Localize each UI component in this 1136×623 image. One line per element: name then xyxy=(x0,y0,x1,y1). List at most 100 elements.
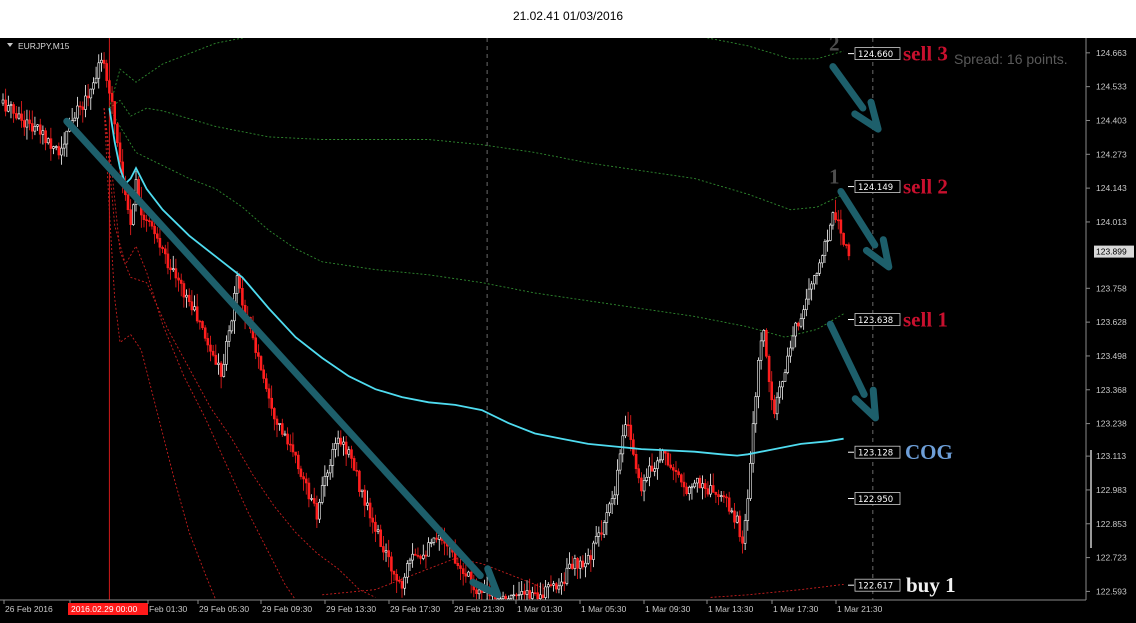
candle-body xyxy=(25,119,29,128)
candle-body xyxy=(92,82,95,90)
candle-body xyxy=(738,515,742,538)
candle-body xyxy=(589,555,593,560)
candle-body xyxy=(416,555,420,557)
level-annotation-sell: sell 2 xyxy=(903,175,948,199)
candle-body xyxy=(711,485,715,493)
candle-body xyxy=(267,388,271,399)
candle-body xyxy=(515,594,518,597)
candle-body xyxy=(799,318,803,327)
candle-body xyxy=(733,510,736,523)
candle-body xyxy=(22,120,26,128)
candle-body xyxy=(33,126,37,132)
candle-body xyxy=(810,283,813,290)
price-chart[interactable]: 124.660 sell 3 2 124.149 sell 2 1 123.638 sell … xyxy=(0,38,1136,623)
candle-body xyxy=(328,464,332,474)
candle-body xyxy=(815,272,819,276)
upper-band-line xyxy=(109,107,844,338)
candle-body xyxy=(182,283,186,298)
y-tick-label: 123.238 xyxy=(1096,419,1127,429)
trend-arrow-head xyxy=(851,386,879,422)
candle-body xyxy=(554,583,558,590)
candle-body xyxy=(368,502,372,519)
candle-body xyxy=(427,542,430,557)
candle-body xyxy=(754,396,758,425)
candle-body xyxy=(594,535,598,544)
level-marker-number: 1 xyxy=(829,165,840,189)
candle-body xyxy=(592,542,595,560)
cog-line-layer xyxy=(108,108,844,457)
candle-body xyxy=(76,105,79,119)
x-tick-label: 1 Mar 09:30 xyxy=(645,604,691,614)
candle-body xyxy=(219,362,223,377)
candle-body xyxy=(725,496,728,499)
candle-body xyxy=(12,104,15,114)
y-tick-label: 122.853 xyxy=(1096,519,1127,529)
candle-body xyxy=(509,595,513,600)
candle-body xyxy=(201,321,204,329)
candle-body xyxy=(600,532,603,535)
x-tick-label: 26 Feb 2016 xyxy=(5,604,53,614)
candle-body xyxy=(608,503,611,513)
candle-body xyxy=(778,386,782,398)
level-value-label: 124.660 xyxy=(858,50,893,60)
candle-body xyxy=(52,146,55,149)
trend-arrow-shaft xyxy=(63,117,484,580)
candle-body xyxy=(278,423,281,425)
candle-body xyxy=(759,340,763,361)
candle-body xyxy=(296,454,300,470)
candle-body xyxy=(634,453,638,469)
candle-body xyxy=(331,449,335,466)
candle-body xyxy=(839,219,843,234)
candle-body xyxy=(304,478,308,484)
candle-body xyxy=(161,247,164,250)
candle-body xyxy=(227,330,231,342)
candle-body xyxy=(150,221,154,227)
candle-body xyxy=(549,584,553,587)
level-label-box xyxy=(854,445,901,459)
symbol-label: EURJPY,M15 xyxy=(18,41,70,51)
candle-body xyxy=(722,495,726,498)
candle-body xyxy=(501,595,505,600)
candle-body xyxy=(376,529,380,532)
trend-arrow-head xyxy=(862,236,893,271)
candle-body xyxy=(709,485,712,495)
page-title: 21.02.41 01/03/2016 xyxy=(512,9,624,23)
level-marker-number: 2 xyxy=(829,38,840,56)
candle-body xyxy=(475,589,478,595)
level-value-label: 124.149 xyxy=(858,183,893,193)
candle-body xyxy=(384,550,388,553)
candle-body xyxy=(44,130,47,144)
candle-body xyxy=(17,113,21,119)
candle-body xyxy=(132,204,135,225)
level-annotation-buy: buy 1 xyxy=(906,573,956,597)
candle-body xyxy=(350,449,353,459)
x-tick-label: 1 Mar 05:30 xyxy=(581,604,627,614)
candle-body xyxy=(73,117,77,122)
candle-body xyxy=(174,268,178,279)
candle-body xyxy=(320,485,324,503)
candle-body xyxy=(602,522,606,535)
trend-arrow-shaft xyxy=(826,320,868,398)
candle-body xyxy=(562,581,566,584)
candle-body xyxy=(714,491,718,495)
y-tick-label: 124.143 xyxy=(1096,183,1127,193)
candle-body xyxy=(464,573,468,577)
candle-body xyxy=(371,517,375,523)
candle-body xyxy=(775,396,779,415)
candles-layer xyxy=(1,52,851,601)
candle-body xyxy=(648,465,651,478)
candle-body xyxy=(129,209,132,225)
x-tick-label: 1 Mar 17:30 xyxy=(773,604,819,614)
candle-body xyxy=(576,558,579,569)
symbol-dropdown-icon[interactable] xyxy=(7,43,13,47)
candle-body xyxy=(616,469,619,496)
level-annotation-sell: sell 1 xyxy=(903,308,948,332)
candle-body xyxy=(97,62,101,79)
candle-body xyxy=(342,441,345,445)
candle-body xyxy=(214,354,218,365)
candle-body xyxy=(642,480,646,492)
candle-body xyxy=(435,537,438,540)
candle-body xyxy=(653,468,657,472)
candle-body xyxy=(280,423,284,435)
candle-body xyxy=(30,123,34,132)
